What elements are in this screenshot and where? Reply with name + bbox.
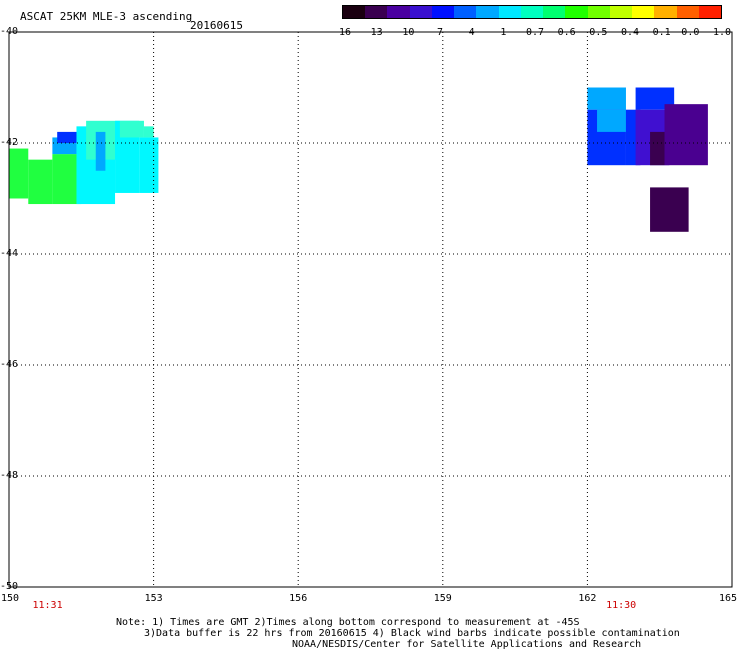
color-scale-cell bbox=[520, 6, 544, 18]
longitude-label: 165 bbox=[718, 593, 738, 604]
color-scale-cell bbox=[343, 6, 366, 18]
latitude-label: -40 bbox=[0, 26, 19, 37]
swath-cell bbox=[635, 87, 675, 110]
color-scale-cell bbox=[587, 6, 610, 18]
color-scale-cell bbox=[676, 6, 699, 18]
swath-cell bbox=[664, 104, 708, 166]
chart-title: ASCAT 25KM MLE-3 ascending bbox=[20, 10, 193, 23]
color-scale-cell bbox=[565, 6, 588, 18]
swath-cell bbox=[119, 120, 144, 138]
longitude-label: 156 bbox=[289, 593, 308, 604]
latitude-label: -44 bbox=[0, 248, 19, 259]
grid-lines bbox=[9, 32, 732, 587]
swath-cell bbox=[587, 87, 626, 110]
color-scale-cell bbox=[431, 6, 455, 18]
color-scale-cell bbox=[632, 6, 655, 18]
longitude-label: 153 bbox=[144, 593, 163, 604]
color-scale-cell bbox=[698, 6, 721, 18]
longitude-label: 150 bbox=[0, 593, 20, 604]
color-scale-cell bbox=[476, 6, 499, 18]
swath-cell bbox=[650, 131, 665, 166]
color-scale-cell bbox=[609, 6, 633, 18]
note-line-2: 3)Data buffer is 22 hrs from 20160615 4)… bbox=[144, 628, 680, 639]
latitude-label: -50 bbox=[0, 581, 19, 592]
swath-cell bbox=[95, 131, 106, 171]
swath-cell bbox=[28, 159, 53, 205]
note-line-3: NOAA/NESDIS/Center for Satellite Applica… bbox=[292, 639, 642, 650]
swath-cell bbox=[9, 148, 29, 199]
swath-cell bbox=[139, 137, 159, 193]
swath-cell bbox=[143, 126, 154, 138]
chart-date: 20160615 bbox=[190, 19, 243, 32]
color-scale-cell bbox=[365, 6, 388, 18]
swath-cell bbox=[597, 109, 626, 132]
color-scale-cell bbox=[409, 6, 432, 18]
color-scale-cell bbox=[498, 6, 521, 18]
latitude-label: -46 bbox=[0, 359, 19, 370]
note-line-1: Note: 1) Times are GMT 2)Times along bot… bbox=[116, 617, 580, 628]
longitude-label: 159 bbox=[433, 593, 452, 604]
plot-frame bbox=[8, 31, 733, 588]
swath-cell bbox=[57, 131, 87, 143]
color-scale-cell bbox=[654, 6, 677, 18]
color-scale-bar bbox=[342, 5, 722, 19]
pass-time-label: 11:31 bbox=[32, 600, 63, 611]
color-scale-cell bbox=[454, 6, 477, 18]
latitude-label: -48 bbox=[0, 470, 19, 481]
color-scale-cell bbox=[543, 6, 566, 18]
data-swaths bbox=[9, 87, 708, 232]
pass-time-label: 11:30 bbox=[606, 600, 637, 611]
latitude-label: -42 bbox=[0, 137, 19, 148]
longitude-label: 162 bbox=[578, 593, 597, 604]
color-scale-cell bbox=[387, 6, 410, 18]
swath-cell bbox=[650, 187, 689, 232]
